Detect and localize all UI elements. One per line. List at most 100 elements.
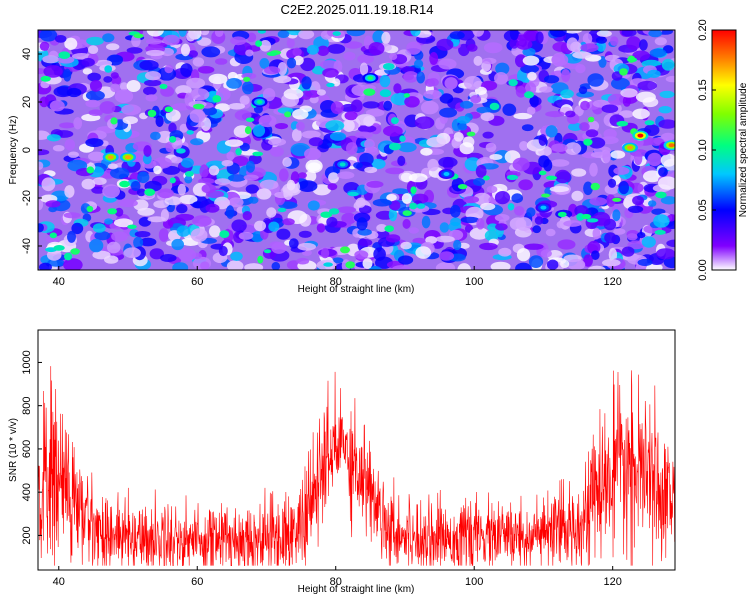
- heatmap-cell: [190, 109, 206, 123]
- heatmap-cell: [148, 110, 157, 117]
- heatmap-cell: [563, 220, 581, 227]
- heatmap-cell: [104, 255, 118, 263]
- heatmap-cell: [406, 42, 421, 55]
- heatmap-cell: [572, 51, 592, 58]
- heatmap-cell: [483, 132, 494, 139]
- heatmap-cell: [90, 80, 102, 92]
- heatmap-cell: [476, 218, 484, 229]
- heatmap-cell: [357, 217, 368, 230]
- heatmap-cell: [524, 244, 543, 250]
- heatmap-cell: [550, 159, 569, 167]
- heatmap-cell: [586, 129, 599, 137]
- heatmap-cell: [420, 148, 432, 156]
- heatmap-cell: [659, 106, 672, 113]
- heatmap-cell: [541, 194, 550, 198]
- heatmap-cell: [450, 217, 461, 226]
- heatmap-cell: [511, 193, 523, 203]
- heatmap-cell: [272, 262, 281, 270]
- heatmap-cell: [495, 214, 510, 222]
- heatmap-cell: [264, 249, 271, 253]
- heatmap-cell: [558, 239, 576, 249]
- heatmap-cell: [118, 199, 138, 207]
- heatmap-cell: [317, 223, 326, 232]
- heatmap-cell: [351, 100, 363, 113]
- heatmap-cell: [176, 204, 187, 213]
- heatmap-cell: [87, 73, 101, 82]
- heatmap-cell: [523, 56, 540, 66]
- y-tick-label: 600: [21, 440, 33, 458]
- heatmap-cell: [170, 177, 176, 183]
- heatmap-cell: [557, 221, 565, 228]
- heatmap-cell: [301, 76, 311, 89]
- x-tick-label: 60: [191, 276, 203, 288]
- heatmap-cell: [246, 184, 259, 193]
- x-tick-label: 40: [53, 276, 65, 288]
- heatmap-cell: [656, 248, 676, 259]
- heatmap-cell: [209, 74, 228, 84]
- heatmap-cell: [541, 249, 552, 257]
- heatmap-cell: [185, 171, 194, 177]
- heatmap-cell: [102, 184, 120, 198]
- heatmap-cell: [364, 139, 375, 150]
- heatmap-cell: [416, 72, 425, 84]
- heatmap-cell: [147, 216, 165, 222]
- heatmap-cell: [658, 119, 677, 128]
- heatmap-cell: [655, 230, 666, 235]
- snr-y-label: SNR (10 * v/v): [8, 418, 19, 482]
- heatmap-cell: [287, 38, 295, 47]
- heatmap-cell: [634, 151, 642, 165]
- heatmap-cell: [513, 158, 530, 172]
- heatmap-cell: [193, 57, 204, 66]
- heatmap-cell: [246, 118, 254, 123]
- heatmap-cell: [164, 65, 173, 73]
- heatmap-cell: [110, 117, 117, 124]
- heatmap-cell: [296, 122, 305, 131]
- heatmap-cell: [524, 91, 534, 98]
- heatmap-cell: [206, 204, 220, 213]
- heatmap-cell: [354, 250, 368, 259]
- heatmap-cell: [245, 50, 253, 57]
- heatmap-cell: [551, 54, 568, 66]
- heatmap-cell: [278, 208, 287, 212]
- heatmap-cell: [587, 218, 599, 222]
- heatmap-cell: [348, 192, 359, 196]
- heatmap-cell: [70, 248, 80, 254]
- heatmap-cell: [245, 126, 252, 134]
- heatmap-cell: [308, 200, 320, 210]
- heatmap-cell: [121, 104, 141, 115]
- snr-y-axis: 2004006008001000: [21, 350, 42, 544]
- heatmap-cell: [317, 89, 326, 95]
- x-tick-label: 100: [465, 276, 483, 288]
- heatmap-cell: [560, 89, 574, 98]
- heatmap-cell: [458, 123, 468, 130]
- heatmap-cell: [508, 79, 517, 86]
- heatmap-cell: [536, 32, 544, 44]
- heatmap-cell: [243, 77, 250, 82]
- heatmap-cell: [498, 248, 511, 257]
- heatmap-cell: [287, 180, 295, 191]
- heatmap-cell: [146, 50, 165, 56]
- heatmap-cell: [647, 153, 661, 166]
- heatmap-cell: [439, 251, 454, 260]
- heatmap-cell: [89, 239, 103, 252]
- heatmap-cell: [50, 232, 57, 238]
- heatmap-cell: [64, 212, 81, 218]
- heatmap-cell: [422, 216, 431, 229]
- heatmap-cell: [617, 121, 629, 127]
- heatmap-cell: [436, 39, 453, 51]
- heatmap-cell: [514, 206, 524, 216]
- heatmap-cell: [47, 134, 61, 141]
- heatmap-cell: [145, 71, 161, 80]
- heatmap-cell: [347, 26, 366, 36]
- heatmap-cell: [460, 101, 473, 109]
- heatmap-cell: [257, 188, 272, 199]
- heatmap-cell: [385, 168, 404, 175]
- heatmap-cell: [516, 39, 532, 50]
- heatmap-cell: [82, 58, 95, 67]
- heatmap-cell: [518, 179, 533, 190]
- heatmap-cell: [106, 43, 119, 50]
- heatmap-cell: [610, 150, 625, 158]
- heatmap-cell: [242, 81, 254, 94]
- heatmap-cell: [178, 248, 196, 261]
- heatmap-cell: [178, 184, 186, 196]
